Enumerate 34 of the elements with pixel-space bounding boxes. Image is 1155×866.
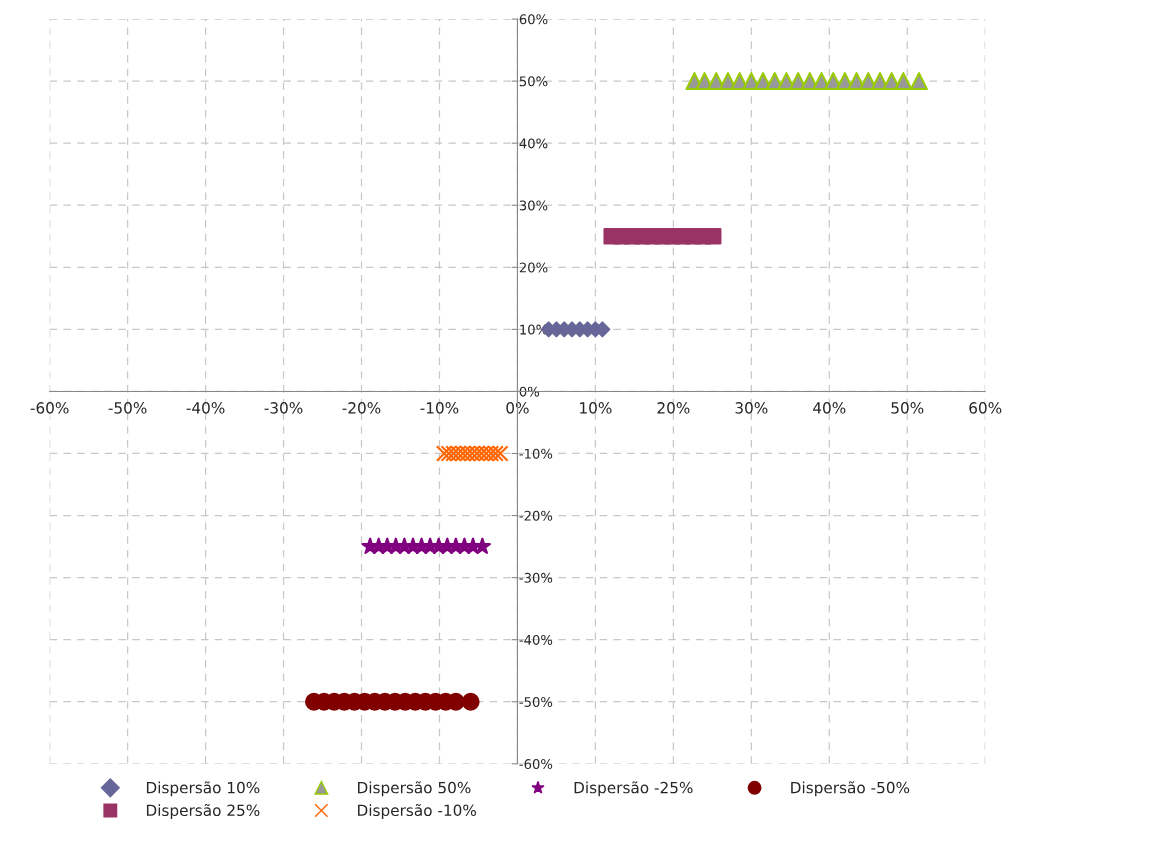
y-tick-label: -10% <box>519 448 553 459</box>
x-tick-label: -30% <box>264 402 303 414</box>
y-tick-label: 30% <box>519 200 548 211</box>
x-tick-label: 20% <box>657 402 690 414</box>
legend-label: Dispersão 50% <box>358 781 471 797</box>
x-tick-label: 0% <box>506 402 529 414</box>
legend-label: Dispersão -25% <box>574 781 693 797</box>
y-tick-label: -60% <box>519 759 553 770</box>
x-tick-label: -50% <box>108 402 147 414</box>
legend-label: Dispersão -10% <box>358 803 477 820</box>
x-tick-label: 40% <box>813 402 846 414</box>
y-tick-label: -30% <box>519 572 553 583</box>
x-tick-label: -60% <box>30 402 69 414</box>
y-tick-label: -40% <box>519 634 553 645</box>
x-tick-label: -10% <box>420 402 459 414</box>
y-tick-label: -20% <box>519 510 553 521</box>
x-tick-label: 60% <box>969 402 1002 414</box>
x-tick-label: -40% <box>186 402 225 414</box>
x-tick-label: 30% <box>735 402 768 414</box>
legend-label: Dispersão -50% <box>791 781 910 797</box>
x-tick-label: -20% <box>342 402 381 414</box>
y-tick-label: -50% <box>519 696 553 707</box>
x-tick-label: 50% <box>891 402 924 414</box>
legend-label: Dispersão 25% <box>146 803 260 820</box>
y-tick-label: 20% <box>519 262 548 273</box>
x-tick-label: 10% <box>580 402 612 414</box>
point <box>909 72 928 91</box>
y-tick-label: 40% <box>519 138 548 149</box>
point <box>704 227 722 245</box>
y-tick-label: 50% <box>519 76 548 87</box>
point <box>894 72 913 91</box>
point <box>461 692 480 711</box>
y-tick-label: 60% <box>519 14 548 25</box>
legend-label: Dispersão 10% <box>146 781 260 797</box>
